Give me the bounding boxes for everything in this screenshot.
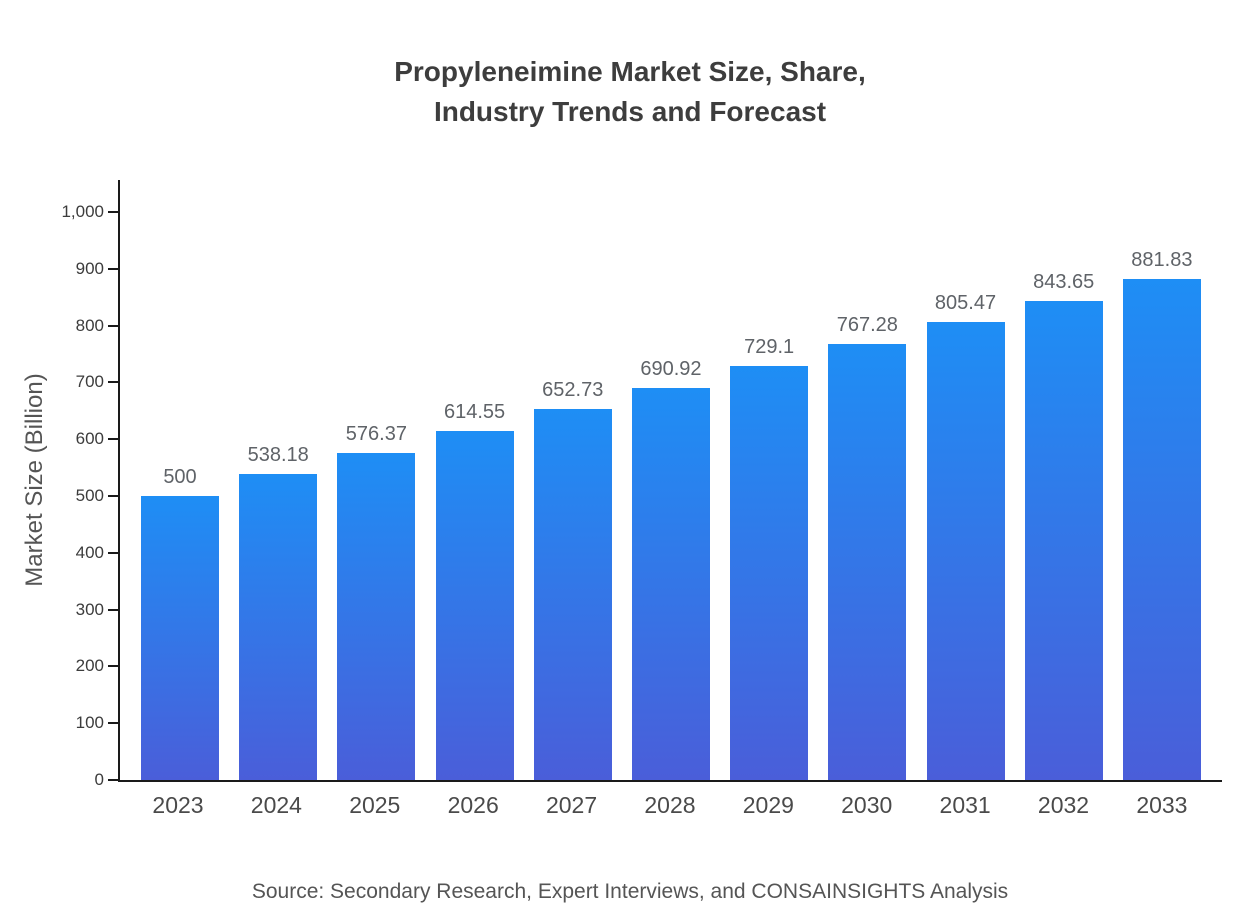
x-tick-label: 2027 (545, 792, 598, 818)
y-tick-label: 500 (75, 486, 104, 505)
bar (926, 322, 1005, 780)
bar-value-label: 652.73 (542, 379, 604, 401)
bar (828, 344, 907, 780)
bar (239, 474, 318, 780)
y-tick-label: 900 (75, 258, 104, 278)
x-tick-label: 2026 (447, 792, 499, 818)
bar-group: 881.83 (1122, 180, 1201, 780)
bar-group: 843.65 (1024, 180, 1103, 780)
bar-value-label: 767.28 (836, 314, 898, 336)
chart-title-line-2: Industry Trends and Forecast (433, 96, 827, 127)
y-tick-mark (108, 551, 120, 554)
x-tick-label: 2031 (939, 792, 991, 818)
plot-area: 0 100 200 300 400 500 600 700 800 900 1,000 500 538… (61, 180, 1222, 789)
bar-value-label: 576.37 (345, 423, 407, 445)
bar-group: 729.1 (730, 180, 809, 780)
x-tick-label: 2023 (152, 792, 204, 818)
y-tick-label: 300 (75, 599, 104, 619)
y-tick-mark (108, 779, 120, 781)
y-tick-mark (108, 324, 120, 327)
y-tick-mark (108, 495, 120, 497)
bar-value-label: 805.47 (934, 292, 997, 314)
x-tick-label: 2033 (1136, 792, 1188, 818)
x-tick-label: 2025 (349, 792, 401, 818)
bar-value-label: 843.65 (1033, 271, 1095, 293)
bar-group: 805.47 (926, 180, 1005, 780)
bar-group: 576.37 (337, 180, 416, 780)
bar (730, 366, 809, 780)
y-tick-mark (108, 665, 120, 668)
chart-title-line-1: Propyleneimine Market Size, Share, (394, 56, 866, 87)
bar (337, 453, 416, 780)
x-axis-labels: 2023 2024 2025 2026 2027 2028 2029 2030 2031 2032… (139, 792, 1201, 819)
bar-group: 652.73 (533, 180, 612, 780)
bar-value-label: 881.83 (1131, 249, 1193, 271)
x-tick-label: 2029 (742, 792, 794, 818)
bar-value-label: 690.92 (640, 358, 702, 380)
y-tick-mark (108, 267, 120, 270)
y-tick-label: 600 (75, 429, 104, 449)
x-tick-label: 2032 (1037, 792, 1090, 818)
chart-title: Propyleneimine Market Size, Share, Indus… (0, 52, 1260, 132)
bar-group: 614.55 (435, 180, 514, 780)
y-tick-mark (108, 608, 120, 611)
y-tick-mark (108, 211, 120, 213)
bar-value-label: 729.1 (744, 336, 795, 358)
y-tick-label: 1,000 (61, 202, 104, 221)
y-tick-label: 200 (75, 656, 104, 676)
bar (1122, 279, 1201, 780)
source-note: Source: Secondary Research, Expert Inter… (251, 880, 1009, 903)
x-tick-label: 2024 (250, 792, 302, 818)
x-tick-label: 2028 (644, 792, 696, 818)
bar (533, 409, 612, 780)
bar-value-label: 500 (163, 466, 197, 488)
y-tick-label: 400 (75, 542, 104, 562)
bar-group: 767.28 (828, 180, 907, 780)
y-tick-mark (108, 438, 120, 441)
x-tick-label: 2030 (841, 792, 893, 818)
bar-group: 690.92 (631, 180, 710, 780)
y-tick-mark (108, 381, 120, 384)
bar-series: 500 538.18 576.37 614.55 652.73 690.92 729.1 76… (141, 180, 1201, 780)
bar (631, 388, 710, 780)
bar-group: 500 (141, 180, 219, 780)
bar-value-label: 538.18 (247, 444, 309, 466)
y-tick-label: 100 (75, 713, 104, 733)
y-tick-label: 0 (94, 770, 104, 789)
y-axis-ticks: 0 100 200 300 400 500 600 700 800 900 1,000 (61, 180, 1222, 789)
bar (1024, 301, 1103, 780)
y-tick-mark (108, 722, 120, 725)
bar-value-label: 614.55 (443, 401, 506, 423)
bar (141, 496, 219, 780)
y-tick-label: 700 (75, 372, 104, 392)
bar (435, 431, 514, 780)
y-tick-label: 800 (75, 315, 104, 335)
bar-group: 538.18 (239, 180, 318, 780)
